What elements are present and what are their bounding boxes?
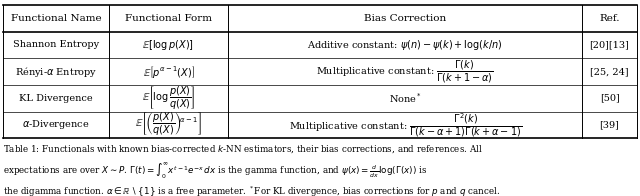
Text: $\mathbb{E}\left[\left(\dfrac{p(X)}{q(X)}\right)^{\!\alpha-1}\right]$: $\mathbb{E}\left[\left(\dfrac{p(X)}{q(X)… xyxy=(135,111,202,138)
Text: Rényi-$\alpha$ Entropy: Rényi-$\alpha$ Entropy xyxy=(15,64,97,79)
Text: $\mathbb{E}\left[p^{\alpha-1}(X)\right]$: $\mathbb{E}\left[p^{\alpha-1}(X)\right]$ xyxy=(143,64,195,80)
Text: $\alpha$-Divergence: $\alpha$-Divergence xyxy=(22,118,90,131)
Text: [50]: [50] xyxy=(600,94,620,103)
Text: $\mathbb{E}\left[\log\dfrac{p(X)}{q(X)}\right]$: $\mathbb{E}\left[\log\dfrac{p(X)}{q(X)}\… xyxy=(141,85,195,112)
Text: Shannon Entropy: Shannon Entropy xyxy=(13,40,99,49)
Text: Multiplicative constant: $\dfrac{\Gamma(k)}{\Gamma(k+1-\alpha)}$: Multiplicative constant: $\dfrac{\Gamma(… xyxy=(316,59,494,84)
Text: [20][13]: [20][13] xyxy=(589,40,630,49)
Text: Ref.: Ref. xyxy=(599,14,620,23)
Text: [25, 24]: [25, 24] xyxy=(590,67,629,76)
Text: Bias Correction: Bias Correction xyxy=(364,14,446,23)
Text: None$^*$: None$^*$ xyxy=(388,91,422,105)
Text: Functional Name: Functional Name xyxy=(11,14,101,23)
Text: Table 1: Functionals with known bias-corrected $k$-NN estimators, their bias cor: Table 1: Functionals with known bias-cor… xyxy=(3,143,500,196)
Text: KL Divergence: KL Divergence xyxy=(19,94,93,103)
Text: Functional Form: Functional Form xyxy=(125,14,212,23)
Text: Multiplicative constant: $\dfrac{\Gamma^2(k)}{\Gamma(k-\alpha+1)\Gamma(k+\alpha-: Multiplicative constant: $\dfrac{\Gamma^… xyxy=(289,111,522,139)
Text: $\mathbb{E}\left[\log p(X)\right]$: $\mathbb{E}\left[\log p(X)\right]$ xyxy=(143,38,195,52)
Text: [39]: [39] xyxy=(600,120,620,129)
Text: Additive constant: $\psi(n) - \psi(k) + \log(k/n)$: Additive constant: $\psi(n) - \psi(k) + … xyxy=(307,38,503,52)
